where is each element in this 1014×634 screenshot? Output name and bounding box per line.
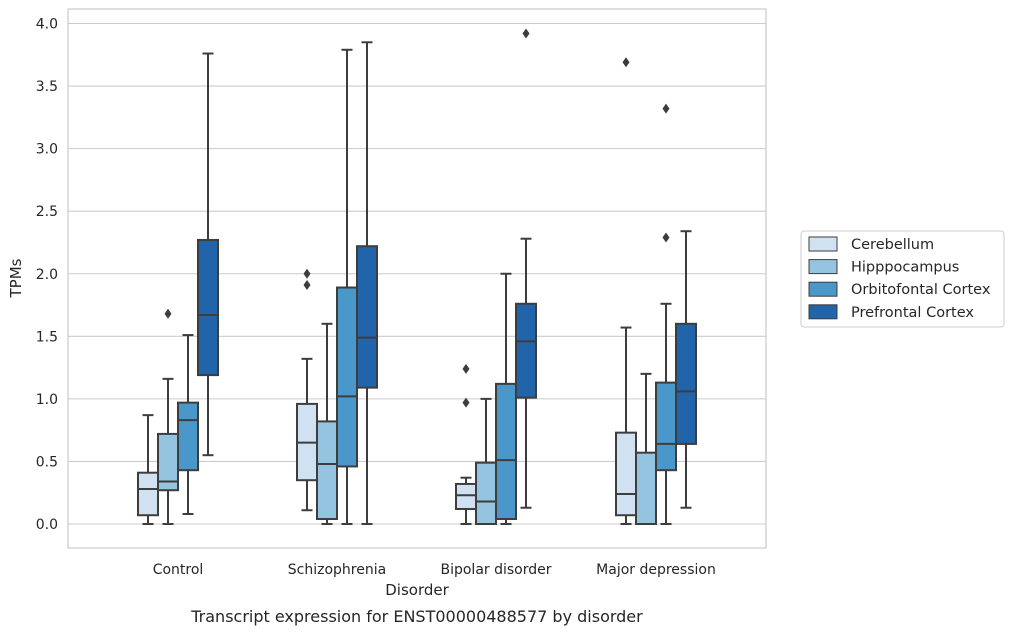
box-1-2 — [336, 48, 358, 525]
outlier-marker — [462, 363, 470, 374]
x-tick-labels: Control Schizophrenia Bipolar disorder Majo… — [153, 562, 716, 578]
outlier-marker — [662, 232, 670, 243]
box-body — [197, 238, 219, 377]
outlier-marker — [662, 103, 670, 114]
legend-entry: Cerebellum — [808, 236, 934, 253]
box-body — [455, 482, 477, 510]
y-gridlines — [68, 22, 766, 525]
y-tick-label: 1.5 — [36, 329, 58, 345]
y-tick-label: 3.0 — [36, 142, 58, 158]
box-1-0 — [296, 268, 318, 512]
y-tick-label: 2.5 — [36, 204, 58, 220]
y-tick-label: 0.5 — [36, 454, 58, 470]
legend-label: Hipppocampus — [851, 260, 959, 276]
box-0-0 — [137, 414, 159, 525]
box-groups — [137, 28, 697, 525]
box-body — [675, 322, 697, 445]
y-tick-label: 3.5 — [36, 79, 58, 95]
legend-frame — [800, 230, 1005, 328]
box-body — [495, 382, 517, 520]
box-0-2 — [177, 334, 199, 515]
box-0-3 — [197, 52, 219, 457]
outlier-marker — [303, 268, 311, 279]
box-body — [635, 451, 657, 525]
box-3-2 — [655, 103, 677, 525]
chart-caption: Transcript expression for ENST0000048857… — [190, 607, 643, 626]
legend-swatch — [808, 259, 838, 275]
y-tick-label: 1.0 — [36, 392, 58, 408]
legend-label: Cerebellum — [851, 237, 934, 253]
box-body — [177, 401, 199, 472]
box-body — [515, 302, 537, 399]
legend-label: Prefrontal Cortex — [851, 305, 974, 321]
x-tick-label: Control — [153, 562, 204, 578]
box-body — [356, 245, 378, 389]
box-body — [316, 420, 338, 520]
x-tick-label: Bipolar disorder — [440, 562, 551, 578]
box-2-1 — [475, 397, 497, 525]
box-3-3 — [675, 230, 697, 509]
box-3-1 — [635, 372, 657, 525]
y-axis-title: TPMs — [7, 258, 25, 298]
outlier-marker — [462, 397, 470, 408]
legend-swatch — [808, 236, 838, 252]
box-body — [137, 471, 159, 517]
box-2-3 — [515, 28, 537, 509]
box-1-3 — [356, 41, 378, 525]
x-tick-label: Schizophrenia — [288, 562, 386, 578]
box-3-0 — [615, 57, 637, 525]
legend-entry: Prefrontal Cortex — [808, 304, 974, 321]
outlier-marker — [164, 308, 172, 319]
outlier-marker — [622, 57, 630, 68]
box-body — [336, 286, 358, 468]
box-2-2 — [495, 272, 517, 525]
legend-label: Orbitofontal Cortex — [851, 282, 991, 298]
box-body — [615, 431, 637, 517]
legend-entries: Cerebellum Hipppocampus Orbitofontal Corte… — [808, 236, 991, 321]
x-axis-title: Disorder — [385, 581, 449, 599]
y-tick-labels: 0.0 0.5 1.0 1.5 2.0 2.5 3.0 3.5 4.0 — [36, 17, 58, 534]
box-body — [655, 381, 677, 472]
x-tick-label: Major depression — [596, 562, 716, 578]
legend-entry: Orbitofontal Cortex — [808, 281, 991, 298]
plot-frame — [67, 8, 767, 549]
outlier-marker — [522, 28, 530, 39]
legend-swatch — [808, 304, 838, 320]
y-tick-label: 4.0 — [36, 17, 58, 33]
outlier-marker — [303, 280, 311, 291]
box-body — [475, 461, 497, 525]
legend: Cerebellum Hipppocampus Orbitofontal Corte… — [800, 230, 1005, 328]
y-tick-label: 2.0 — [36, 267, 58, 283]
y-tick-label: 0.0 — [36, 517, 58, 533]
legend-entry: Hipppocampus — [808, 259, 959, 276]
legend-swatch — [808, 281, 838, 297]
box-1-1 — [316, 322, 338, 525]
